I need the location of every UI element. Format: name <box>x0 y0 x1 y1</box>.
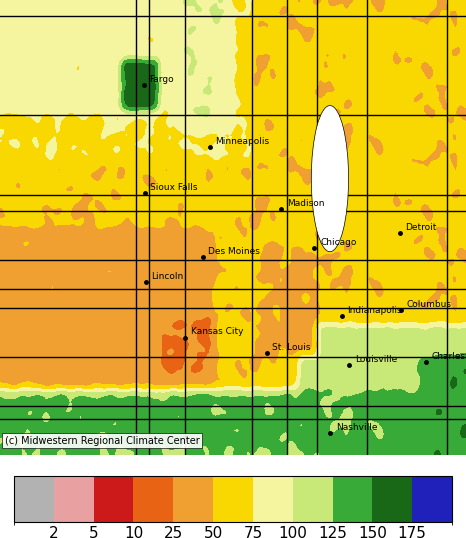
Text: Charleston: Charleston <box>432 352 466 361</box>
Text: Kansas City: Kansas City <box>191 328 243 336</box>
Text: Indianapolis: Indianapolis <box>348 306 402 315</box>
Text: Lincoln: Lincoln <box>151 272 184 281</box>
Text: Madison: Madison <box>287 199 324 208</box>
Text: Chicago: Chicago <box>320 238 356 247</box>
Text: Minneapolis: Minneapolis <box>215 137 269 145</box>
Text: Nashville: Nashville <box>336 423 377 431</box>
Text: Sioux Falls: Sioux Falls <box>151 183 198 192</box>
Text: St. Louis: St. Louis <box>272 343 311 352</box>
Text: Columbus: Columbus <box>406 300 452 308</box>
Text: (c) Midwestern Regional Climate Center: (c) Midwestern Regional Climate Center <box>5 436 199 445</box>
Text: Des Moines: Des Moines <box>208 246 260 256</box>
Ellipse shape <box>311 105 349 252</box>
Text: Louisville: Louisville <box>355 355 397 364</box>
Text: Fargo: Fargo <box>149 75 174 84</box>
Text: Detroit: Detroit <box>405 223 437 231</box>
